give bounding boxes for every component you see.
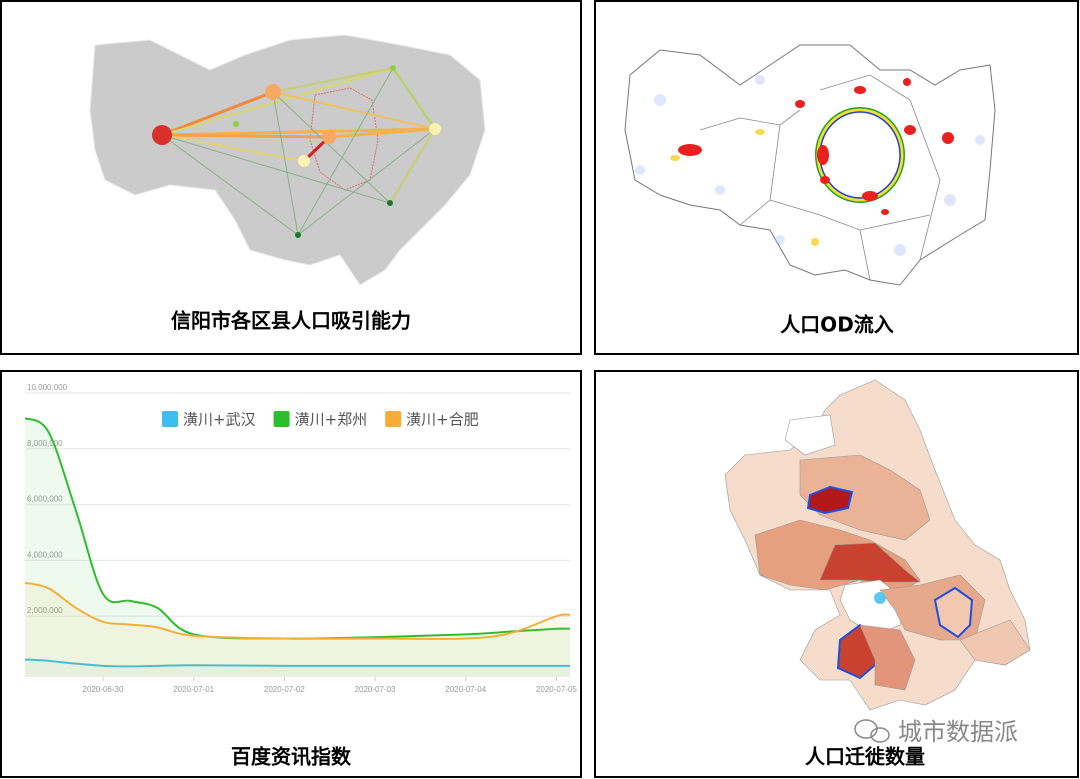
area [25, 582, 570, 677]
y-tick-label: 2,000,000 [27, 606, 63, 615]
y-tick-label: 4,000,000 [27, 550, 63, 559]
series-line [24, 581, 571, 640]
legend-swatch [162, 411, 178, 427]
series-line [24, 658, 570, 668]
legend-label: 潢川+郑州 [295, 411, 368, 429]
legend-label: 潢川+武汉 [183, 411, 256, 429]
series-line [24, 417, 571, 640]
area [25, 659, 570, 677]
watermark: 城市数据派 [898, 718, 1018, 746]
x-tick-label: 2020-06-30 [83, 685, 124, 694]
panel-caption: 百度资讯指数 [231, 745, 352, 769]
watermark-icon [854, 719, 890, 743]
plot-area [25, 393, 570, 677]
attraction-map [89, 34, 486, 286]
area [25, 418, 570, 677]
od-heat-map [624, 44, 996, 286]
x-tick-label: 2020-07-03 [355, 685, 396, 694]
x-tick-label: 2020-07-04 [445, 685, 486, 694]
legend-swatch [385, 411, 402, 427]
panel-frame [0, 370, 582, 778]
panel-caption: 信阳市各区县人口吸引能力 [171, 309, 411, 333]
y-tick-label: 8,000,000 [27, 439, 63, 448]
panel-frame [0, 0, 582, 355]
migration-map [724, 379, 1031, 711]
legend-label: 潢川+合肥 [406, 411, 479, 429]
y-tick-label: 10,000,000 [27, 383, 68, 392]
x-tick-label: 2020-07-02 [264, 685, 305, 694]
line-chart: 2,000,000 4,000,000 6,000,000 8,000,000 10,0… [24, 383, 577, 694]
panel-caption: 人口OD流入 [780, 313, 894, 337]
panel-caption: 人口迁徙数量 [805, 745, 925, 769]
y-tick-label: 6,000,000 [27, 495, 63, 504]
panel-frame [594, 370, 1079, 778]
x-tick-label: 2020-07-05 [536, 685, 577, 694]
x-tick-label: 2020-07-01 [173, 685, 214, 694]
legend-swatch [273, 411, 290, 427]
panel-frame [594, 0, 1079, 355]
